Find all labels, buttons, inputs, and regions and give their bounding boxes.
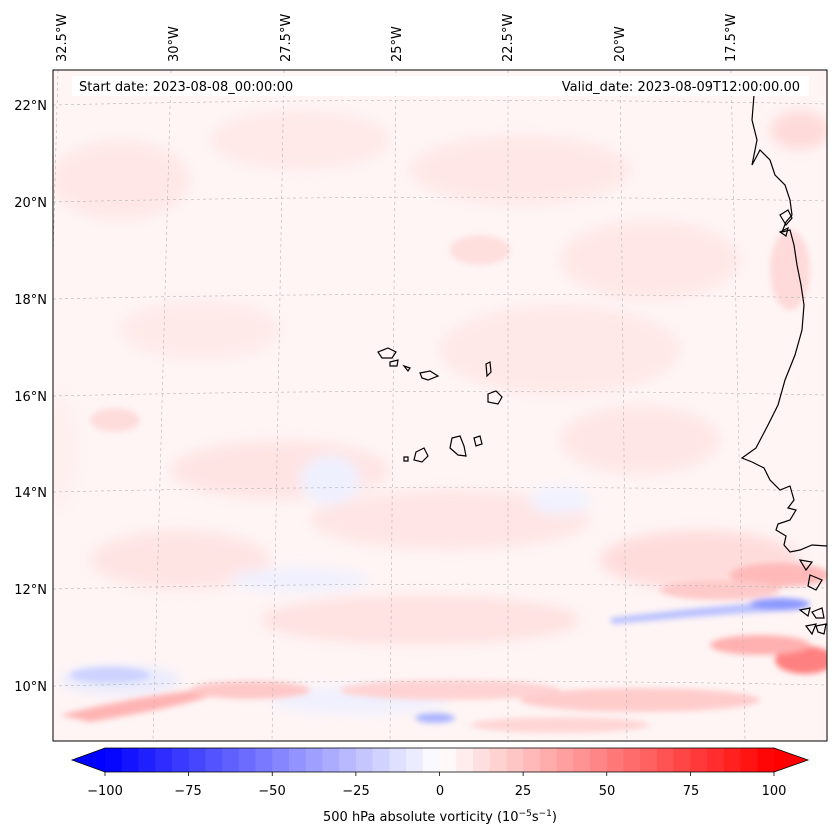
colorbar-segment [707, 748, 725, 772]
colorbar-segment [138, 748, 156, 772]
colorbar-segment [640, 748, 658, 772]
lon-label: 17.5°W [724, 14, 739, 62]
colorbar-segment [322, 748, 340, 772]
colorbar-segment [305, 748, 324, 772]
colorbar-segment [757, 748, 775, 772]
colorbar-tick-label: 25 [515, 784, 532, 799]
colorbar-label: 500 hPa absolute vorticity (10−5s−1) [323, 809, 557, 825]
lat-label: 14°N [14, 486, 47, 501]
colorbar-segment [673, 748, 691, 772]
lat-label: 12°N [14, 583, 47, 598]
colorbar-segment [255, 748, 273, 772]
colorbar-segment [339, 748, 357, 772]
colorbar-segment [489, 748, 508, 772]
colorbar-segment [590, 748, 608, 772]
valid-date-label: Valid_date: 2023-08-09T12:00:00.00 [562, 80, 800, 95]
colorbar-segment [690, 748, 708, 772]
start-date-label: Start date: 2023-08-08_00:00:00 [79, 80, 293, 95]
colorbar-segment [656, 748, 675, 772]
colorbar-segment [171, 748, 190, 772]
colorbar-segment [155, 748, 173, 772]
lon-label: 30°W [167, 26, 182, 62]
lon-label: 32.5°W [55, 14, 70, 62]
colorbar-segment [573, 748, 591, 772]
colorbar-segment [506, 748, 524, 772]
coastlines [377, 94, 827, 636]
colorbar-segment [740, 748, 758, 772]
lat-label: 10°N [14, 680, 47, 695]
graticule [53, 70, 827, 741]
colorbar-segment [723, 748, 742, 772]
colorbar-segment [272, 748, 290, 772]
colorbar-tick-label: 0 [436, 784, 444, 799]
colorbar-segment [238, 748, 257, 772]
lon-label: 25°W [390, 26, 405, 62]
annotation-background [72, 76, 809, 96]
lat-label: 18°N [14, 293, 47, 308]
colorbar-extend-min [72, 748, 105, 772]
lon-label: 22.5°W [501, 14, 516, 62]
colorbar-segment [523, 748, 541, 772]
colorbar-segment [422, 748, 441, 772]
africa-coastline [740, 94, 827, 553]
colorbar-tick-label: −75 [174, 784, 201, 799]
colorbar-extend-max [774, 748, 808, 772]
lat-label: 22°N [14, 99, 47, 114]
colorbar-segment [406, 748, 424, 772]
colorbar-tick-label: −100 [87, 784, 123, 799]
colorbar-segment [355, 748, 374, 772]
colorbar-segment [222, 748, 240, 772]
colorbar-segment [205, 748, 223, 772]
colorbar-segment [288, 748, 307, 772]
colorbar-ticks: −100 −75 −50 −25 0 25 50 75 100 [87, 784, 786, 799]
colorbar-tick-label: 75 [683, 784, 700, 799]
colorbar-segment [439, 748, 457, 772]
cape-verde-islands [377, 347, 397, 359]
colorbar-segment [372, 748, 390, 772]
lat-label: 20°N [14, 196, 47, 211]
colorbar-segment [188, 748, 206, 772]
lat-label: 16°N [14, 390, 47, 405]
colorbar [70, 747, 810, 776]
latitude-labels: 22°N 20°N 18°N 16°N 14°N 12°N 10°N [14, 99, 47, 695]
colorbar-tick-label: −25 [342, 784, 369, 799]
map-frame [52, 69, 828, 742]
colorbar-tick-label: −50 [258, 784, 285, 799]
colorbar-segment [389, 748, 407, 772]
colorbar-segment [623, 748, 641, 772]
colorbar-segment [456, 748, 474, 772]
vorticity-field [53, 70, 827, 741]
lon-label: 20°W [613, 26, 628, 62]
colorbar-segment [472, 748, 491, 772]
longitude-labels: 32.5°W 30°W 27.5°W 25°W 22.5°W 20°W 17.5… [55, 14, 739, 62]
colorbar-tick-label: 50 [599, 784, 616, 799]
colorbar-segment [539, 748, 558, 772]
lon-label: 27.5°W [279, 14, 294, 62]
colorbar-segment [105, 748, 123, 772]
colorbar-segment [556, 748, 574, 772]
colorbar-segment [606, 748, 625, 772]
colorbar-tick-label: 100 [762, 784, 787, 799]
colorbar-segment [121, 748, 140, 772]
